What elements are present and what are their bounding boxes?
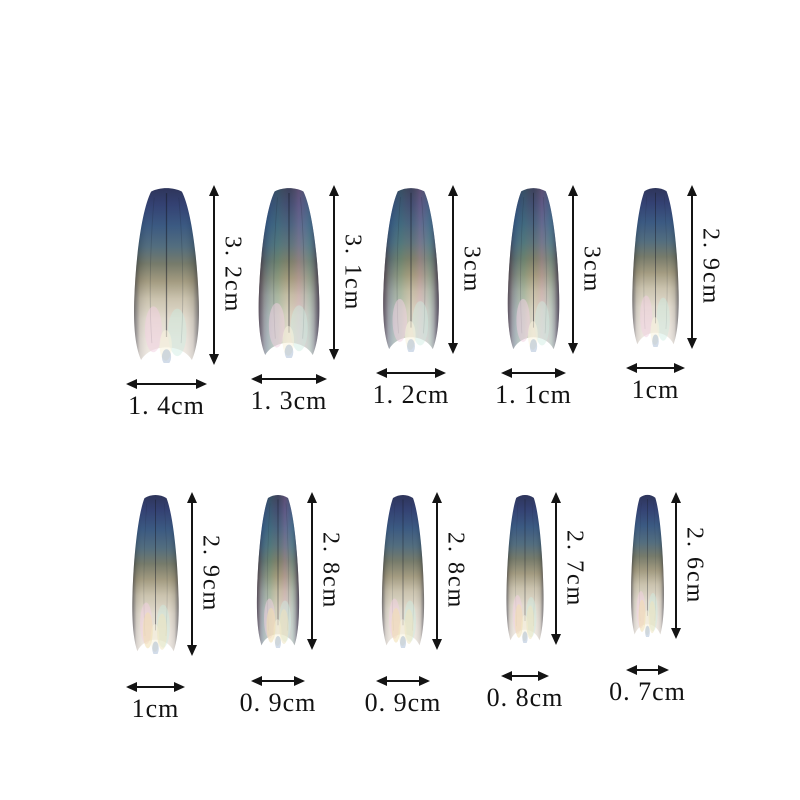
nail-size-item: 0. 7cm 2. 6cm	[609, 494, 753, 706]
height-label: 3. 1cm	[339, 233, 366, 312]
width-arrow	[628, 669, 667, 671]
nail-photo	[381, 495, 425, 648]
nail-column: 0. 9cm	[365, 494, 440, 717]
width-label: 0. 8cm	[486, 682, 564, 712]
nail-column: 0. 9cm	[240, 494, 315, 717]
height-measure: 2. 9cm	[691, 187, 724, 347]
nail-size-item: 1cm 2. 9cm	[628, 187, 753, 404]
width-label: 1. 1cm	[495, 379, 572, 409]
nail-photo	[132, 495, 179, 654]
height-arrow	[213, 187, 215, 363]
width-label: 0. 9cm	[364, 687, 442, 717]
height-label: 3. 2cm	[219, 236, 246, 314]
height-label: 2. 9cm	[197, 535, 224, 613]
width-arrow	[128, 383, 205, 385]
height-label: 2. 8cm	[317, 532, 344, 610]
height-label: 2. 9cm	[697, 228, 724, 306]
height-measure: 3. 1cm	[333, 187, 366, 358]
height-measure: 2. 9cm	[191, 494, 224, 654]
height-label: 2. 6cm	[681, 526, 708, 605]
height-measure: 3cm	[452, 187, 485, 352]
nail-photo	[631, 494, 664, 637]
height-measure: 2. 8cm	[311, 494, 344, 648]
height-label: 3cm	[578, 245, 605, 294]
nail-photo	[383, 188, 439, 352]
height-measure: 2. 6cm	[675, 494, 708, 637]
height-measure: 2. 8cm	[436, 494, 469, 648]
nail-size-item: 1. 4cm 3. 2cm	[128, 187, 253, 420]
nail-size-item: 0. 9cm 2. 8cm	[365, 494, 503, 717]
nail-photo	[506, 494, 544, 643]
height-arrow	[333, 187, 335, 358]
height-arrow	[675, 494, 677, 637]
width-label: 1cm	[631, 374, 680, 404]
nail-column: 1. 2cm	[373, 187, 448, 409]
width-label: 1. 2cm	[372, 379, 450, 409]
width-label: 1cm	[131, 693, 180, 723]
nail-column: 1. 1cm	[495, 187, 571, 409]
width-arrow	[253, 378, 325, 380]
nail-column: 0. 7cm	[609, 494, 685, 706]
nail-column: 1. 3cm	[251, 187, 326, 415]
nail-size-item: 1cm 2. 9cm	[128, 494, 253, 723]
height-arrow	[691, 187, 693, 347]
height-label: 3cm	[458, 245, 485, 294]
nail-row-top: 1. 4cm 3. 2cm 1. 3cm 3. 1cm 1. 2cm	[0, 187, 753, 420]
width-label: 1. 3cm	[250, 385, 328, 415]
nail-size-item: 1. 3cm 3. 1cm	[251, 187, 378, 415]
width-label: 0. 9cm	[239, 687, 317, 717]
nail-column: 1cm	[628, 187, 683, 404]
height-label: 2. 8cm	[442, 532, 469, 610]
height-label: 2. 7cm	[561, 529, 588, 608]
nail-column: 0. 8cm	[487, 494, 562, 712]
nail-photo	[134, 188, 199, 363]
nail-column: 1cm	[128, 494, 183, 723]
nail-photo	[632, 188, 679, 347]
width-arrow	[378, 372, 444, 374]
width-arrow	[503, 372, 564, 374]
height-arrow	[555, 494, 557, 643]
nail-photo	[258, 188, 320, 358]
height-arrow	[311, 494, 313, 648]
height-measure: 3. 2cm	[213, 187, 246, 363]
nail-column: 1. 4cm	[128, 187, 205, 420]
width-arrow	[378, 680, 428, 682]
width-arrow	[253, 680, 303, 682]
height-arrow	[436, 494, 438, 648]
height-arrow	[191, 494, 193, 654]
nail-size-item: 1. 1cm 3cm	[495, 187, 628, 409]
nail-size-item: 0. 8cm 2. 7cm	[487, 494, 628, 712]
width-arrow	[503, 675, 547, 677]
height-arrow	[452, 187, 454, 352]
width-arrow	[628, 367, 683, 369]
height-arrow	[572, 187, 574, 352]
height-measure: 2. 7cm	[555, 494, 588, 643]
nail-size-item: 0. 9cm 2. 8cm	[240, 494, 378, 717]
nail-photo	[256, 495, 300, 648]
width-label: 1. 4cm	[128, 390, 205, 420]
width-label: 0. 7cm	[609, 676, 686, 706]
nail-size-item: 1. 2cm 3cm	[373, 187, 503, 409]
height-measure: 3cm	[572, 187, 605, 352]
nail-row-bottom: 1cm 2. 9cm 0. 9cm 2. 8cm 0. 9cm	[0, 494, 753, 723]
width-arrow	[128, 686, 183, 688]
nail-photo	[507, 188, 560, 352]
